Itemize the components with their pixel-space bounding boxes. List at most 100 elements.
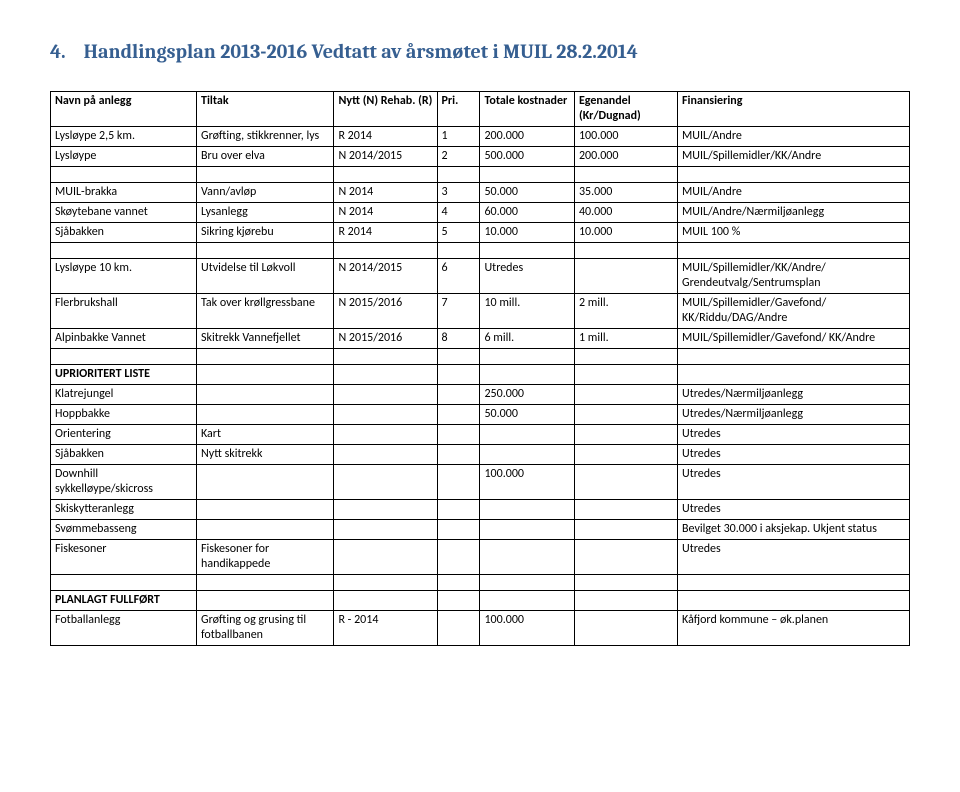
table-cell xyxy=(480,540,574,575)
table-cell: Bru over elva xyxy=(197,147,334,167)
heading-number: 4. xyxy=(50,40,66,63)
table-cell: 6 mill. xyxy=(480,329,574,349)
table-cell: Fotballanlegg xyxy=(51,611,197,646)
table-cell xyxy=(574,445,677,465)
table-cell xyxy=(678,591,910,611)
table-cell xyxy=(197,500,334,520)
table-cell: 60.000 xyxy=(480,203,574,223)
empty-cell xyxy=(197,243,334,259)
table-cell: Lysløype 2,5 km. xyxy=(51,127,197,147)
table-cell: N 2015/2016 xyxy=(334,294,437,329)
table-cell: Vann/avløp xyxy=(197,183,334,203)
empty-cell xyxy=(197,575,334,591)
table-header-row: Navn på anleggTiltakNytt (N) Rehab. (R)P… xyxy=(51,92,910,127)
empty-cell xyxy=(334,243,437,259)
table-cell: Utredes xyxy=(678,465,910,500)
spacer-row xyxy=(51,575,910,591)
table-cell: 250.000 xyxy=(480,385,574,405)
table-cell: 40.000 xyxy=(574,203,677,223)
table-row: Hoppbakke50.000Utredes/Nærmiljøanlegg xyxy=(51,405,910,425)
table-cell xyxy=(437,385,480,405)
table-cell xyxy=(197,520,334,540)
table-cell xyxy=(197,591,334,611)
table-cell xyxy=(197,385,334,405)
table-cell: Nytt (N) Rehab. (R) xyxy=(334,92,437,127)
empty-cell xyxy=(574,243,677,259)
table-cell xyxy=(574,540,677,575)
section-title-row: PLANLAGT FULLFØRT xyxy=(51,591,910,611)
table-cell: 1 mill. xyxy=(574,329,677,349)
table-cell xyxy=(437,465,480,500)
table-cell: MUIL/Spillemidler/KK/Andre/ Grendeutvalg… xyxy=(678,259,910,294)
table-cell: 35.000 xyxy=(574,183,677,203)
table-cell xyxy=(334,465,437,500)
table-cell xyxy=(574,591,677,611)
table-cell xyxy=(480,365,574,385)
table-cell: Grøfting og grusing til fotballbanen xyxy=(197,611,334,646)
table-cell: MUIL 100 % xyxy=(678,223,910,243)
table-cell: Lysløype 10 km. xyxy=(51,259,197,294)
table-row: SjåbakkenSikring kjørebuR 2014510.00010.… xyxy=(51,223,910,243)
table-cell: Kart xyxy=(197,425,334,445)
table-cell xyxy=(334,520,437,540)
table-cell xyxy=(480,520,574,540)
table-cell xyxy=(437,540,480,575)
table-cell: 8 xyxy=(437,329,480,349)
table-cell: Lysløype xyxy=(51,147,197,167)
table-cell: Totale kostnader xyxy=(480,92,574,127)
table-cell: Sikring kjørebu xyxy=(197,223,334,243)
table-cell: Finansiering xyxy=(678,92,910,127)
empty-cell xyxy=(334,575,437,591)
table-cell: Kåfjord kommune – øk.planen xyxy=(678,611,910,646)
table-cell: N 2014 xyxy=(334,203,437,223)
table-cell: Fiskesoner xyxy=(51,540,197,575)
table-cell: 5 xyxy=(437,223,480,243)
empty-cell xyxy=(480,167,574,183)
empty-cell xyxy=(678,167,910,183)
table-cell xyxy=(480,591,574,611)
table-cell xyxy=(574,365,677,385)
table-cell: Hoppbakke xyxy=(51,405,197,425)
table-row: Alpinbakke VannetSkitrekk VannefjelletN … xyxy=(51,329,910,349)
table-cell: PLANLAGT FULLFØRT xyxy=(51,591,197,611)
section-title-row: UPRIORITERT LISTE xyxy=(51,365,910,385)
table-cell: 10.000 xyxy=(574,223,677,243)
table-row: Klatrejungel250.000Utredes/Nærmiljøanleg… xyxy=(51,385,910,405)
table-cell: Utredes/Nærmiljøanlegg xyxy=(678,385,910,405)
table-cell: Svømmebasseng xyxy=(51,520,197,540)
table-cell xyxy=(334,425,437,445)
table-cell xyxy=(437,591,480,611)
table-cell xyxy=(334,385,437,405)
table-cell xyxy=(574,520,677,540)
table-cell: 100.000 xyxy=(574,127,677,147)
table-cell: MUIL/Andre xyxy=(678,183,910,203)
table-cell xyxy=(574,259,677,294)
table-cell xyxy=(197,365,334,385)
table-cell: R - 2014 xyxy=(334,611,437,646)
table-cell: Alpinbakke Vannet xyxy=(51,329,197,349)
table-cell: MUIL/Andre xyxy=(678,127,910,147)
empty-cell xyxy=(437,349,480,365)
table-cell: 50.000 xyxy=(480,183,574,203)
table-cell: Orientering xyxy=(51,425,197,445)
table-cell: Tiltak xyxy=(197,92,334,127)
table-cell: Utredes xyxy=(480,259,574,294)
table-cell: Skiskytteranlegg xyxy=(51,500,197,520)
table-row: Skøytebane vannetLysanleggN 2014460.0004… xyxy=(51,203,910,223)
table-cell: 4 xyxy=(437,203,480,223)
empty-cell xyxy=(574,349,677,365)
empty-cell xyxy=(51,243,197,259)
empty-cell xyxy=(678,349,910,365)
table-cell xyxy=(334,445,437,465)
empty-cell xyxy=(480,349,574,365)
table-row: Downhill sykkelløype/skicross100.000Utre… xyxy=(51,465,910,500)
heading-text: Handlingsplan 2013-2016 Vedtatt av årsmø… xyxy=(84,40,638,63)
table-cell xyxy=(574,465,677,500)
table-cell: UPRIORITERT LISTE xyxy=(51,365,197,385)
table-cell: Utvidelse til Løkvoll xyxy=(197,259,334,294)
table-cell xyxy=(437,425,480,445)
table-cell xyxy=(480,500,574,520)
table-cell: Lysanlegg xyxy=(197,203,334,223)
table-cell xyxy=(437,611,480,646)
page-heading: 4. Handlingsplan 2013-2016 Vedtatt av års… xyxy=(50,40,910,63)
